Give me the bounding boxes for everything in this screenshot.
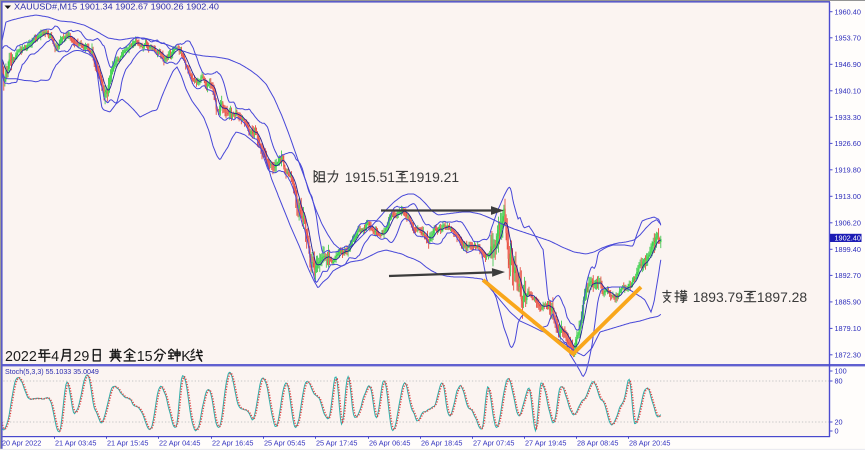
svg-text:1885.90: 1885.90 — [835, 298, 861, 307]
svg-text:1879.10: 1879.10 — [835, 324, 861, 333]
svg-text:0: 0 — [835, 427, 839, 436]
svg-text:27 Apr 19:45: 27 Apr 19:45 — [525, 439, 566, 448]
svg-text:22 Apr 16:45: 22 Apr 16:45 — [212, 439, 253, 448]
svg-text:K: K — [181, 349, 191, 365]
svg-text:4: 4 — [51, 349, 59, 365]
svg-text:100: 100 — [835, 367, 847, 376]
svg-text:1899.40: 1899.40 — [835, 245, 861, 254]
svg-text:1960.40: 1960.40 — [835, 7, 861, 16]
svg-text:27 Apr 07:45: 27 Apr 07:45 — [473, 439, 514, 448]
svg-text:26 Apr 06:45: 26 Apr 06:45 — [369, 439, 410, 448]
svg-text:1926.60: 1926.60 — [835, 139, 861, 148]
svg-text:1933.30: 1933.30 — [835, 113, 861, 122]
svg-text:1892.70: 1892.70 — [835, 271, 861, 280]
svg-text:1913.00: 1913.00 — [835, 192, 861, 201]
svg-text:1915.51: 1915.51 — [345, 169, 395, 185]
svg-text:29: 29 — [73, 349, 89, 365]
svg-text:XAUUSD#,M15 1901.34 1902.67 1: XAUUSD#,M15 1901.34 1902.67 1900.26 1902… — [14, 3, 220, 12]
svg-text:80: 80 — [835, 377, 843, 386]
svg-text:1953.70: 1953.70 — [835, 34, 861, 43]
svg-text:1872.30: 1872.30 — [835, 351, 861, 360]
svg-text:Stoch(5,3,3) 55.1033 35.0049: Stoch(5,3,3) 55.1033 35.0049 — [5, 368, 99, 376]
svg-text:1919.21: 1919.21 — [409, 169, 459, 185]
svg-text:2022: 2022 — [5, 349, 37, 365]
svg-text:21 Apr 03:45: 21 Apr 03:45 — [55, 439, 96, 448]
svg-text:20 Apr 2022: 20 Apr 2022 — [2, 439, 41, 448]
svg-text:1940.10: 1940.10 — [835, 87, 861, 96]
svg-text:1919.80: 1919.80 — [835, 166, 861, 175]
svg-text:1897.28: 1897.28 — [757, 289, 807, 305]
svg-text:28 Apr 08:45: 28 Apr 08:45 — [577, 439, 618, 448]
svg-text:1902.40: 1902.40 — [835, 234, 861, 243]
svg-text:1893.79: 1893.79 — [693, 289, 743, 305]
svg-text:25 Apr 05:45: 25 Apr 05:45 — [264, 439, 305, 448]
svg-text:20: 20 — [835, 418, 843, 427]
svg-text:25 Apr 17:45: 25 Apr 17:45 — [316, 439, 357, 448]
svg-text:21 Apr 15:45: 21 Apr 15:45 — [107, 439, 148, 448]
svg-text:15: 15 — [137, 349, 153, 365]
svg-text:22 Apr 04:45: 22 Apr 04:45 — [159, 439, 200, 448]
svg-text:1946.90: 1946.90 — [835, 60, 861, 69]
svg-text:1906.20: 1906.20 — [835, 219, 861, 228]
svg-text:26 Apr 18:45: 26 Apr 18:45 — [421, 439, 462, 448]
svg-text:28 Apr 20:45: 28 Apr 20:45 — [629, 439, 670, 448]
